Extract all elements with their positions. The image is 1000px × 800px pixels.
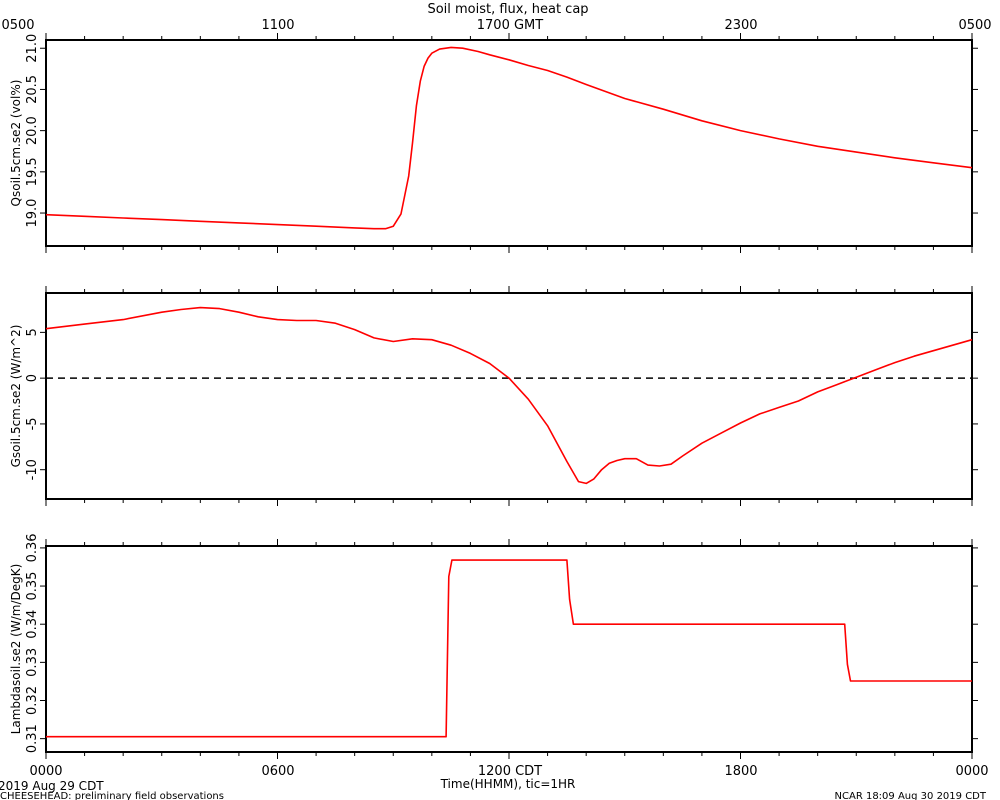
gmt-tick-label: 2300	[724, 18, 757, 33]
cdt-tick-labels: 0000 0600 1200 CDT 1800 0000	[29, 764, 988, 779]
y-tick-label: -5	[25, 417, 40, 430]
y-tick-label: 20.0	[25, 116, 40, 145]
gmt-tick-labels: 0500 1100 1700 GMT 2300 0500	[1, 18, 991, 33]
series-line	[46, 559, 972, 738]
y-tick-label: 0.35	[25, 572, 40, 601]
timestamp-note: NCAR 18:09 Aug 30 2019 CDT	[835, 791, 987, 800]
y-tick-label: 21.0	[25, 34, 40, 63]
y-tick-label: 0	[25, 374, 40, 382]
chart-title: Soil moist, flux, heat cap	[427, 2, 588, 17]
cdt-tick-label: 0000	[955, 764, 988, 779]
plot-frame	[45, 545, 973, 753]
panels: 19.0 19.5 20.0 20.5 21.0 Qsoil.5cm.se2 (vol%)…	[9, 33, 978, 759]
y-tick-label: 0.34	[25, 610, 40, 639]
date-label: 2019 Aug 29 CDT	[0, 779, 104, 793]
y-tick-label: -10	[25, 459, 40, 480]
cdt-tick-label: 1200 CDT	[478, 764, 542, 779]
y-tick-label: 0.36	[25, 533, 40, 562]
series-line	[45, 306, 973, 485]
source-note: CHEESEHEAD: preliminary field observatio…	[0, 791, 224, 800]
gmt-tick-label: 1700 GMT	[477, 18, 544, 33]
plot-frame	[45, 39, 973, 247]
gmt-tick-label: 0500	[958, 18, 991, 33]
gmt-tick-label: 0500	[1, 18, 34, 33]
y-tick-label: 19.0	[25, 199, 40, 228]
y-tick-label: 5	[25, 328, 40, 336]
panel-1: 19.0 19.5 20.0 20.5 21.0 Qsoil.5cm.se2 (vol%)	[9, 33, 978, 253]
y-axis-label: Lambdasoil.se2 (W/m/DegK)	[9, 564, 23, 735]
cdt-tick-label: 1800	[724, 764, 757, 779]
cdt-tick-label: 0000	[29, 764, 62, 779]
series-line	[45, 46, 973, 230]
y-axis-label: Gsoil.5cm.se2 (W/m^2)	[9, 325, 23, 468]
y-axis-label: Qsoil.5cm.se2 (vol%)	[9, 80, 23, 207]
y-tick-label: 19.5	[25, 157, 40, 186]
gmt-tick-label: 1100	[261, 18, 294, 33]
y-tick-label: 0.33	[25, 648, 40, 677]
plot-frame	[45, 292, 973, 500]
x-axis-label: Time(HHMM), tic=1HR	[440, 777, 576, 791]
cdt-tick-label: 0600	[261, 764, 294, 779]
y-tick-label: 0.31	[25, 724, 40, 753]
y-tick-label: 0.32	[25, 686, 40, 715]
y-tick-label: 20.5	[25, 75, 40, 104]
